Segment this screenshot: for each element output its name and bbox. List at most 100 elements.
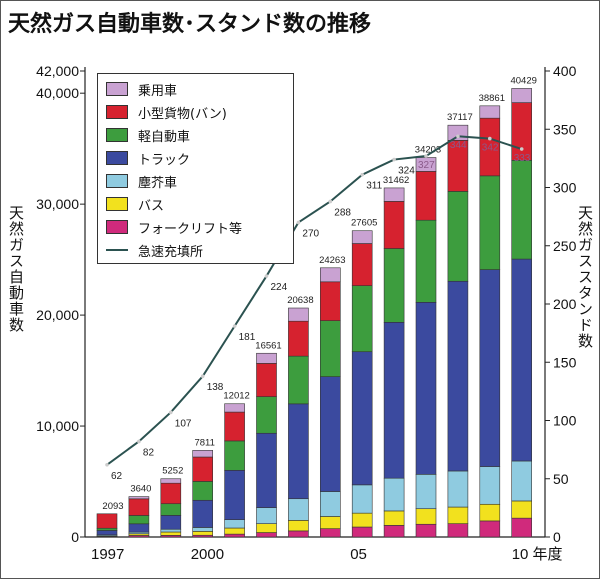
stations-point xyxy=(456,134,460,139)
stations-point xyxy=(264,274,269,278)
left-tick-label: 0 xyxy=(71,529,79,545)
bar-segment xyxy=(415,171,437,221)
left-tick-label: 20,000 xyxy=(36,307,79,323)
bar-segment xyxy=(192,450,213,458)
bar-segment xyxy=(415,508,437,525)
bar-segment xyxy=(447,470,469,508)
stations-point-label: 270 xyxy=(302,228,319,239)
bar-segment xyxy=(479,105,501,119)
bar-segment xyxy=(383,201,405,249)
bar-segment xyxy=(351,351,373,486)
bar-total-label: 27605 xyxy=(351,218,377,229)
bar-segment xyxy=(192,531,213,536)
legend-label: 塵芥車 xyxy=(138,175,178,191)
bar-segment xyxy=(319,320,341,377)
bar-segment xyxy=(96,530,118,536)
bar-segment xyxy=(511,517,533,538)
stations-point-label: 327 xyxy=(418,160,435,171)
legend-item: バス xyxy=(106,194,164,214)
legend-label: 軽自動車 xyxy=(138,129,191,145)
legend-swatch xyxy=(106,151,128,165)
x-tick-label: 10 年度 xyxy=(512,546,563,563)
bar-segment xyxy=(288,530,309,538)
bar-segment xyxy=(511,258,533,462)
bar-segment xyxy=(256,352,277,364)
bar-segment xyxy=(511,160,533,260)
bar-total-label: 5252 xyxy=(162,466,183,477)
bar-segment xyxy=(224,403,245,413)
bar-segment xyxy=(383,248,405,323)
stations-point-label: 344 xyxy=(450,140,467,151)
bar-segment xyxy=(128,498,150,516)
bar-total-label: 38861 xyxy=(479,93,505,104)
right-tick-label: 400 xyxy=(553,63,577,79)
legend-item: 小型貨物(バン) xyxy=(106,102,227,122)
bar-segment xyxy=(383,477,405,512)
legend-item: フォークリフト等 xyxy=(106,217,242,237)
bar-segment xyxy=(319,267,341,283)
stations-point xyxy=(519,147,524,151)
bar-segment xyxy=(479,466,501,505)
legend-label: バス xyxy=(138,198,165,214)
bar-segment xyxy=(319,281,341,321)
right-tick-label: 250 xyxy=(553,238,577,254)
legend-swatch xyxy=(106,220,128,234)
bar-segment xyxy=(96,527,118,531)
legend-label: 小型貨物(バン) xyxy=(138,106,227,122)
bar-segment xyxy=(479,269,501,467)
bar-segment xyxy=(383,187,405,202)
stations-point-label: 324 xyxy=(398,166,415,177)
bar-segment xyxy=(224,411,245,442)
stations-point xyxy=(200,374,205,379)
bar-segment xyxy=(288,498,309,521)
bar-segment xyxy=(351,484,373,514)
stations-point xyxy=(105,462,109,467)
bar-segment xyxy=(447,124,469,141)
bar-segment xyxy=(256,523,277,533)
bar-segment xyxy=(319,491,341,517)
bar-segment xyxy=(288,307,309,322)
stations-point xyxy=(392,157,396,162)
stations-point xyxy=(296,220,301,225)
stations-point-label: 342 xyxy=(482,143,499,154)
bar-segment xyxy=(383,322,405,479)
bar-segment xyxy=(256,507,277,524)
bar-segment xyxy=(479,175,501,270)
bar-segment xyxy=(288,355,309,405)
stations-point-label: 107 xyxy=(175,418,192,429)
bar-segment xyxy=(224,470,245,520)
stations-point xyxy=(137,439,141,444)
bar-segment xyxy=(415,219,437,303)
stations-point xyxy=(169,410,173,415)
x-tick-label: 05 xyxy=(350,546,367,563)
legend-swatch xyxy=(106,174,128,188)
stations-point-label: 82 xyxy=(143,447,155,458)
bar-segment xyxy=(160,531,182,536)
x-tick-label: 2000 xyxy=(191,546,224,563)
left-axis-label: 天然ガス自動車数 xyxy=(7,205,25,333)
stations-point xyxy=(232,324,237,328)
right-tick-label: 150 xyxy=(553,354,577,370)
legend-label: 乗用車 xyxy=(138,83,178,99)
bar-segment xyxy=(96,513,118,529)
bar-total-label: 40429 xyxy=(510,75,536,86)
right-tick-label: 350 xyxy=(553,121,577,137)
bar-segment xyxy=(192,499,213,528)
bar-total-label: 37117 xyxy=(447,112,473,123)
stations-point-label: 311 xyxy=(366,181,382,192)
right-tick-label: 50 xyxy=(553,471,569,487)
left-tick-label: 10,000 xyxy=(36,418,79,434)
stations-point-label: 181 xyxy=(239,332,256,343)
bar-segment xyxy=(224,519,245,529)
legend-label: 急速充填所 xyxy=(138,244,204,260)
bar-segment xyxy=(128,515,150,525)
bar-segment xyxy=(256,532,277,538)
bar-segment xyxy=(351,230,373,244)
stations-point-label: 333 xyxy=(514,153,531,164)
bar-segment xyxy=(160,503,182,516)
legend-item: トラック xyxy=(106,148,190,168)
bar-segment xyxy=(224,533,245,538)
left-tick-label: 40,000 xyxy=(36,85,79,101)
stations-point-label: 224 xyxy=(271,282,288,293)
legend-label: トラック xyxy=(138,152,191,168)
